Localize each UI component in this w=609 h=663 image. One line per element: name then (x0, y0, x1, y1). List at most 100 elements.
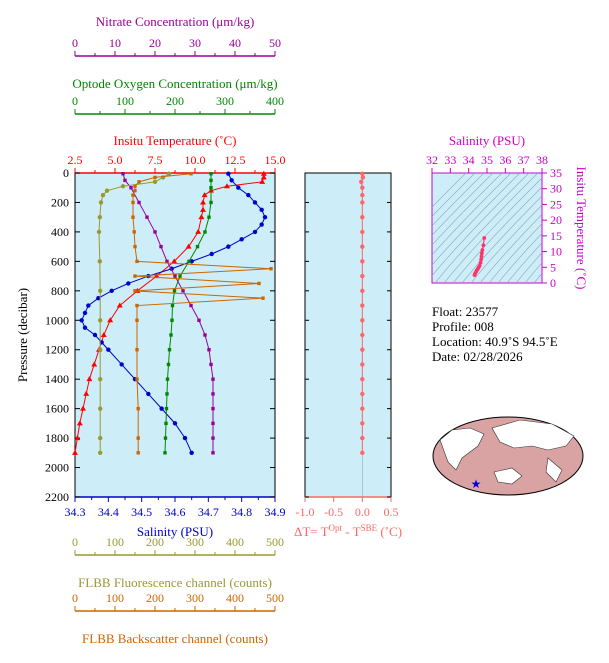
delta-point (360, 450, 365, 456)
ts-isoline (533, 272, 542, 283)
oxygen-point (209, 172, 213, 176)
salinity-point (229, 178, 234, 183)
temperature-point (260, 174, 267, 180)
oxygen-point (163, 451, 167, 455)
backscatter-tick-label: 400 (226, 591, 244, 605)
ts-isoline (432, 173, 494, 236)
world-map: ★ (432, 416, 584, 496)
ts-isoline (470, 204, 542, 283)
ts-isoline (432, 173, 485, 227)
oxygen-point (207, 215, 211, 219)
delta-point (360, 175, 366, 180)
salinity-point (239, 237, 244, 242)
pressure-tick-label: 400 (51, 225, 69, 239)
nitrate-point (211, 377, 215, 381)
nitrate-point (211, 392, 215, 396)
ts-isoline (432, 173, 512, 256)
ts-isoline (461, 195, 542, 283)
oxygen-tick-label: 0 (72, 94, 78, 108)
salinity-point (109, 288, 114, 294)
ts-x-tick-label: 33 (444, 153, 456, 167)
fluorescence-tick-label: 400 (226, 535, 244, 549)
salinity-point (159, 406, 164, 411)
backscatter-axis-title: FLBB Backscatter channel (counts) (82, 631, 268, 646)
fluorescence-point (98, 406, 103, 411)
temperature-point (91, 361, 98, 367)
map-landmass (439, 419, 575, 485)
backscatter-point (135, 377, 139, 381)
delta-tick-label: -0.5 (324, 505, 343, 519)
delta-opt-superscript: Opt (329, 523, 343, 533)
delta-point (360, 200, 365, 205)
salinity-tick-label: 34.6 (165, 505, 186, 519)
ts-isoline (506, 242, 542, 283)
delta-point (360, 229, 365, 235)
nitrate-point (209, 362, 213, 367)
temperature-point (260, 170, 267, 176)
salinity-tick-label: 34.5 (131, 505, 152, 519)
fluorescence-tick-label: 300 (186, 535, 204, 549)
ts-y-tick-label: 30 (550, 182, 562, 196)
temperature-point (76, 420, 83, 426)
nitrate-point (173, 274, 177, 278)
backscatter-point (269, 267, 273, 271)
oxygen-point (209, 200, 213, 205)
ts-isoline (488, 223, 542, 283)
temperature-point (259, 178, 266, 184)
delta-point (360, 347, 365, 352)
ts-isoline (603, 169, 609, 287)
temperature-point (198, 214, 205, 220)
salinity-point (86, 303, 91, 308)
temperature-point (116, 302, 123, 308)
nitrate-point (145, 215, 149, 219)
backscatter-point (261, 296, 265, 300)
ts-y-tick-label: 5 (550, 260, 556, 274)
pressure-tick-label: 1000 (45, 313, 69, 327)
salinity-point (189, 450, 194, 456)
temperature-point (74, 435, 81, 441)
oxygen-point (178, 274, 182, 278)
ts-isoline (432, 173, 521, 266)
ts-point (479, 257, 484, 262)
fluorescence-point (98, 435, 103, 441)
fluorescence-point (96, 229, 102, 235)
temperature-tick-label: 2.5 (68, 153, 83, 167)
backscatter-point (133, 244, 137, 249)
ts-x-tick-label: 36 (499, 153, 511, 167)
float-location-marker: ★ (471, 477, 482, 491)
backscatter-tick-label: 0 (72, 591, 78, 605)
ts-salinity-title: Salinity (PSU) (449, 133, 525, 148)
delta-sbe-superscript: SBE (361, 523, 378, 533)
float-id: Float: 23577 (432, 304, 499, 319)
location: Location: 40.9˚S 94.5˚E (432, 334, 558, 349)
ts-x-tick-label: 35 (481, 153, 493, 167)
delta-axis-title: ΔT= TOpt - TSBE (˚C) (294, 523, 402, 539)
ts-density-isolines (432, 169, 609, 287)
backscatter-tick-label: 300 (186, 591, 204, 605)
ts-y-tick-label: 25 (550, 197, 562, 211)
profile-number: Profile: 008 (432, 319, 494, 334)
ts-x-tick-label: 32 (426, 153, 438, 167)
nitrate-point (211, 451, 215, 455)
delta-point (360, 362, 365, 367)
ts-x-tick-label: 38 (536, 153, 548, 167)
pressure-tick-label: 800 (51, 284, 69, 298)
salinity-point (82, 325, 88, 330)
ts-y-tick-label: 35 (550, 166, 562, 180)
backscatter-point (189, 172, 193, 176)
pressure-axis-title: Pressure (decibar) (15, 288, 30, 382)
fluorescence-point (98, 318, 103, 323)
oxygen-point (164, 421, 168, 426)
backscatter-point (133, 184, 137, 188)
oxygen-point (165, 377, 170, 381)
fluorescence-point (166, 171, 172, 176)
pressure-tick-label: 1200 (45, 343, 69, 357)
salinity-point (119, 362, 124, 367)
fluorescence-point (98, 288, 103, 294)
pressure-tick-label: 600 (51, 254, 69, 268)
ts-isoline (497, 232, 542, 283)
temperature-point (171, 258, 178, 264)
nitrate-point (181, 289, 185, 293)
delta-tick-label: 0.5 (384, 505, 399, 519)
